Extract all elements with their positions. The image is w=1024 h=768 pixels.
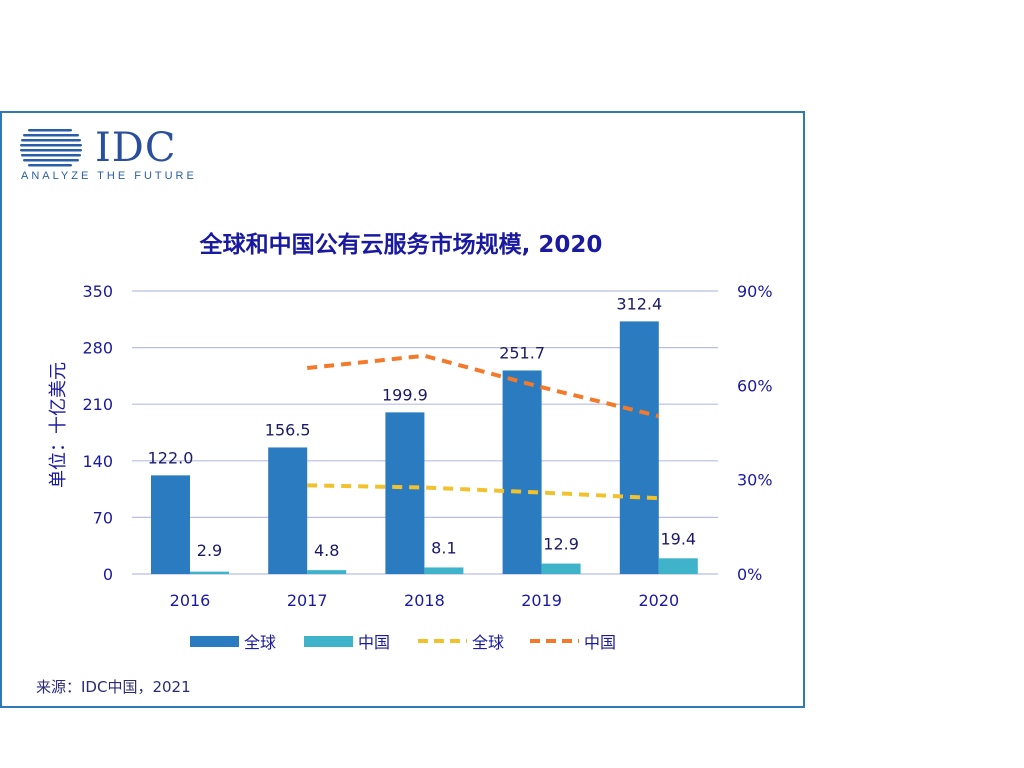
y-tick-label: 0 <box>103 565 113 584</box>
trend-line-china <box>306 353 660 419</box>
logo-tagline: ANALYZE THE FUTURE <box>21 170 197 182</box>
x-tick-label: 2016 <box>170 591 211 610</box>
bar-global <box>502 370 542 574</box>
y-tick-label: 350 <box>82 282 113 301</box>
bar-china <box>190 571 229 574</box>
legend-swatch <box>190 636 239 647</box>
data-label-china: 4.8 <box>314 541 339 560</box>
x-tick-label: 2018 <box>404 591 445 610</box>
y-axis-ticks: 0 70 140 210 280 350 <box>82 282 113 584</box>
bar-global <box>151 475 190 574</box>
legend-label: 中国 <box>584 633 616 652</box>
data-label-global: 156.5 <box>265 420 311 439</box>
data-label-china: 12.9 <box>543 535 579 554</box>
bar-global <box>268 447 308 574</box>
chart-title: 全球和中国公有云服务市场规模, 2020 <box>199 231 603 258</box>
legend-swatch <box>304 636 353 647</box>
bars: 122.0 156.5 199.9 251.7 312.4 2.9 4.8 8.1 12.9 19… <box>148 294 698 574</box>
data-label-global: 199.9 <box>382 385 428 404</box>
data-label-china: 2.9 <box>197 541 222 560</box>
source-note: 来源：IDC中国，2021 <box>36 678 191 696</box>
y-axis-label: 单位：十亿美元 <box>48 362 69 488</box>
legend-label: 中国 <box>358 633 390 652</box>
logo-wordmark: IDC <box>95 125 177 171</box>
trend-lines <box>306 353 660 501</box>
data-label-china: 19.4 <box>660 529 696 548</box>
data-label-global: 312.4 <box>616 294 662 313</box>
x-tick-label: 2019 <box>521 591 562 610</box>
y2-tick-label: 30% <box>737 471 773 490</box>
y-tick-label: 140 <box>82 452 113 471</box>
bar-global <box>619 321 659 574</box>
x-tick-label: 2017 <box>287 591 328 610</box>
bar-global <box>385 412 425 574</box>
y-tick-label: 70 <box>93 508 113 527</box>
x-tick-label: 2020 <box>638 591 679 610</box>
legend-label: 全球 <box>472 633 504 652</box>
y2-tick-label: 90% <box>737 282 773 301</box>
y2-axis-ticks: 0% 30% 60% 90% <box>737 282 773 584</box>
legend: 全球 中国 全球 中国 <box>190 633 616 652</box>
bar-china <box>541 563 581 574</box>
x-axis-ticks: 2016 2017 2018 2019 2020 <box>170 591 680 610</box>
y-tick-label: 280 <box>82 339 113 358</box>
idc-logo-icon <box>20 129 82 167</box>
y-tick-label: 210 <box>82 395 113 414</box>
data-label-global: 251.7 <box>499 343 545 362</box>
data-label-china: 8.1 <box>431 538 456 557</box>
y2-tick-label: 60% <box>737 376 773 395</box>
trend-line-global <box>307 483 659 501</box>
bar-china <box>658 558 698 574</box>
chart-frame <box>0 111 805 708</box>
bar-china <box>424 567 464 574</box>
legend-label: 全球 <box>244 633 276 652</box>
bar-china <box>307 570 347 574</box>
y2-tick-label: 0% <box>737 565 762 584</box>
data-label-global: 122.0 <box>148 448 194 467</box>
